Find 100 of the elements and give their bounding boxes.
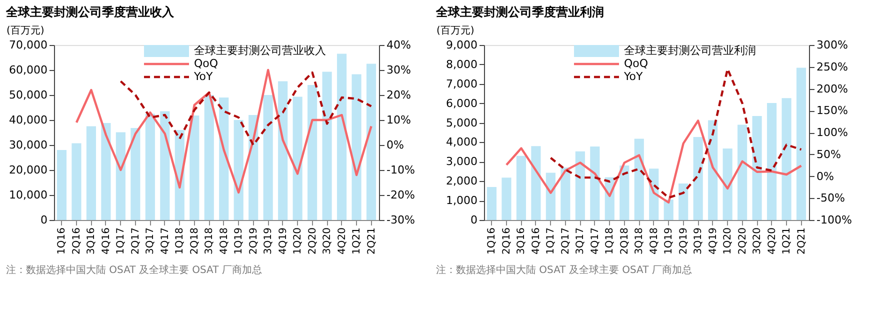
bar [796, 68, 806, 220]
y-tick-label: 0 [470, 214, 478, 226]
x-tick-label: 2Q19 [248, 228, 260, 254]
x-tick-label: 1Q20 [722, 228, 734, 254]
bar [234, 120, 244, 220]
legend-label: 全球主要封测公司营业利润 [624, 44, 756, 57]
y-tick-label: 1,000 [446, 194, 478, 208]
y2-tick-label: -20% [386, 188, 415, 202]
bar [292, 96, 302, 220]
x-tick-label: 3Q16 [86, 228, 98, 254]
x-tick-label: 3Q19 [693, 228, 704, 254]
bar [693, 136, 703, 220]
y2-tick-label: -30% [386, 214, 415, 226]
y-tick-label: 0 [40, 214, 48, 226]
y-tick-label: 7,000 [446, 77, 478, 90]
bar [219, 98, 229, 220]
bar [782, 98, 792, 220]
y2-tick-label: -50% [816, 192, 845, 205]
x-tick-label: 3Q19 [263, 228, 274, 254]
x-tick-label: 3Q17 [145, 228, 156, 254]
x-tick-label: 3Q20 [752, 228, 764, 254]
bar [678, 183, 688, 220]
bar [204, 95, 214, 220]
x-tick-label: 1Q16 [56, 228, 68, 254]
line-series [505, 120, 802, 204]
x-tick-label: 3Q20 [322, 228, 334, 254]
y-tick-label: 70,000 [9, 38, 48, 52]
bar [101, 123, 111, 220]
bar [634, 138, 644, 220]
x-tick-label: 4Q16 [100, 228, 112, 254]
x-tick-label: 1Q18 [174, 228, 186, 254]
x-tick-label: 2Q19 [678, 228, 690, 254]
bar [752, 116, 762, 220]
bar [575, 151, 585, 220]
bar [352, 74, 362, 220]
x-tick-label: 2Q17 [560, 228, 572, 254]
text: 注：数据选择中国大陆 OSAT 及全球主要 OSAT 厂商加总 [6, 264, 262, 276]
y2-tick-label: 300% [816, 38, 848, 52]
bar [546, 172, 556, 220]
bar [336, 54, 347, 220]
x-tick-label: 1Q21 [782, 228, 793, 254]
bar [560, 168, 570, 220]
y-tick-label: 20,000 [9, 164, 48, 176]
bar [56, 150, 67, 220]
y-axis-title: (百万元) [436, 26, 474, 36]
y-tick-label: 6,000 [446, 96, 478, 110]
y2-tick-label: 10% [386, 114, 411, 126]
y2-tick-label: 50% [816, 148, 841, 161]
x-tick-label: 1Q17 [546, 228, 557, 254]
y-tick-label: 4,000 [446, 136, 478, 149]
y-tick-label: 5,000 [446, 116, 478, 130]
bar [531, 146, 541, 220]
bar [590, 146, 600, 220]
y2-tick-label: 100% [816, 126, 848, 139]
y-tick-label: 8,000 [446, 58, 478, 71]
bar [738, 124, 748, 220]
legend-label: QoQ [194, 57, 218, 70]
chart-title: 全球主要封测公司季度营业利润 [435, 5, 604, 19]
legend-label: YoY [193, 70, 213, 83]
x-tick-label: 2Q21 [796, 228, 808, 254]
bar [278, 81, 288, 220]
x-tick-label: 2Q20 [737, 228, 748, 254]
x-tick-label: 4Q18 [648, 228, 660, 254]
y2-tick-label: -10% [386, 164, 415, 176]
x-tick-label: 4Q17 [160, 228, 171, 254]
x-tick-label: 1Q18 [604, 228, 616, 254]
bar [502, 178, 512, 220]
y-tick-label: 2,000 [446, 174, 478, 188]
line-series [120, 71, 372, 146]
x-tick-label: 3Q18 [204, 228, 216, 254]
y2-tick-label: 0% [816, 170, 834, 183]
y-axis-title: (百万元) [6, 26, 44, 36]
legend-label: YoY [623, 70, 643, 83]
legend-label: QoQ [624, 57, 648, 70]
y-tick-label: 50,000 [9, 88, 48, 102]
y-tick-label: 40,000 [9, 114, 48, 126]
x-tick-label: 2Q16 [71, 228, 82, 254]
x-tick-label: 1Q21 [352, 228, 363, 254]
x-tick-label: 2Q21 [366, 228, 378, 254]
bar [516, 156, 526, 220]
x-tick-label: 3Q18 [634, 228, 646, 254]
y-tick-label: 9,000 [446, 38, 478, 52]
bar [722, 148, 732, 220]
x-tick-label: 1Q17 [116, 228, 127, 254]
bar [308, 85, 318, 220]
bar [620, 166, 630, 220]
legend-label: 全球主要封测公司营业收入 [194, 44, 326, 57]
bar [160, 111, 170, 220]
x-tick-label: 3Q16 [516, 228, 528, 254]
bar [86, 126, 96, 220]
bar [145, 114, 155, 220]
x-tick-label: 4Q19 [708, 228, 719, 254]
text: 注：数据选择中国大陆 OSAT 及全球主要 OSAT 厂商加总 [436, 264, 692, 276]
y-tick-label: 60,000 [9, 64, 48, 76]
y2-tick-label: 40% [386, 38, 411, 52]
x-tick-label: 1Q19 [664, 228, 675, 254]
x-tick-label: 2Q20 [307, 228, 318, 254]
bar [130, 128, 140, 220]
x-tick-label: 4Q19 [278, 228, 289, 254]
x-tick-label: 2Q17 [130, 228, 142, 254]
